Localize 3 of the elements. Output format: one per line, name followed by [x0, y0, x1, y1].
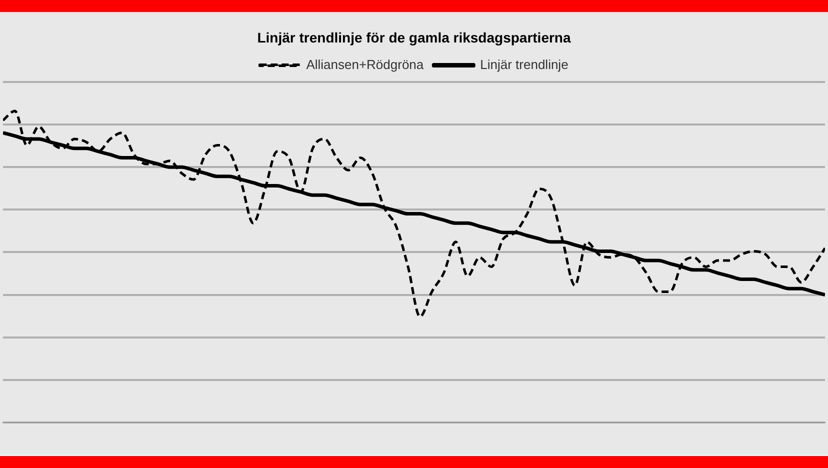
legend-label: Linjär trendlinje	[480, 56, 568, 72]
legend-label: Alliansen+Rödgröna	[306, 56, 424, 72]
chart-title: Linjär trendlinje för de gamla riksdagspartierna	[257, 29, 571, 46]
